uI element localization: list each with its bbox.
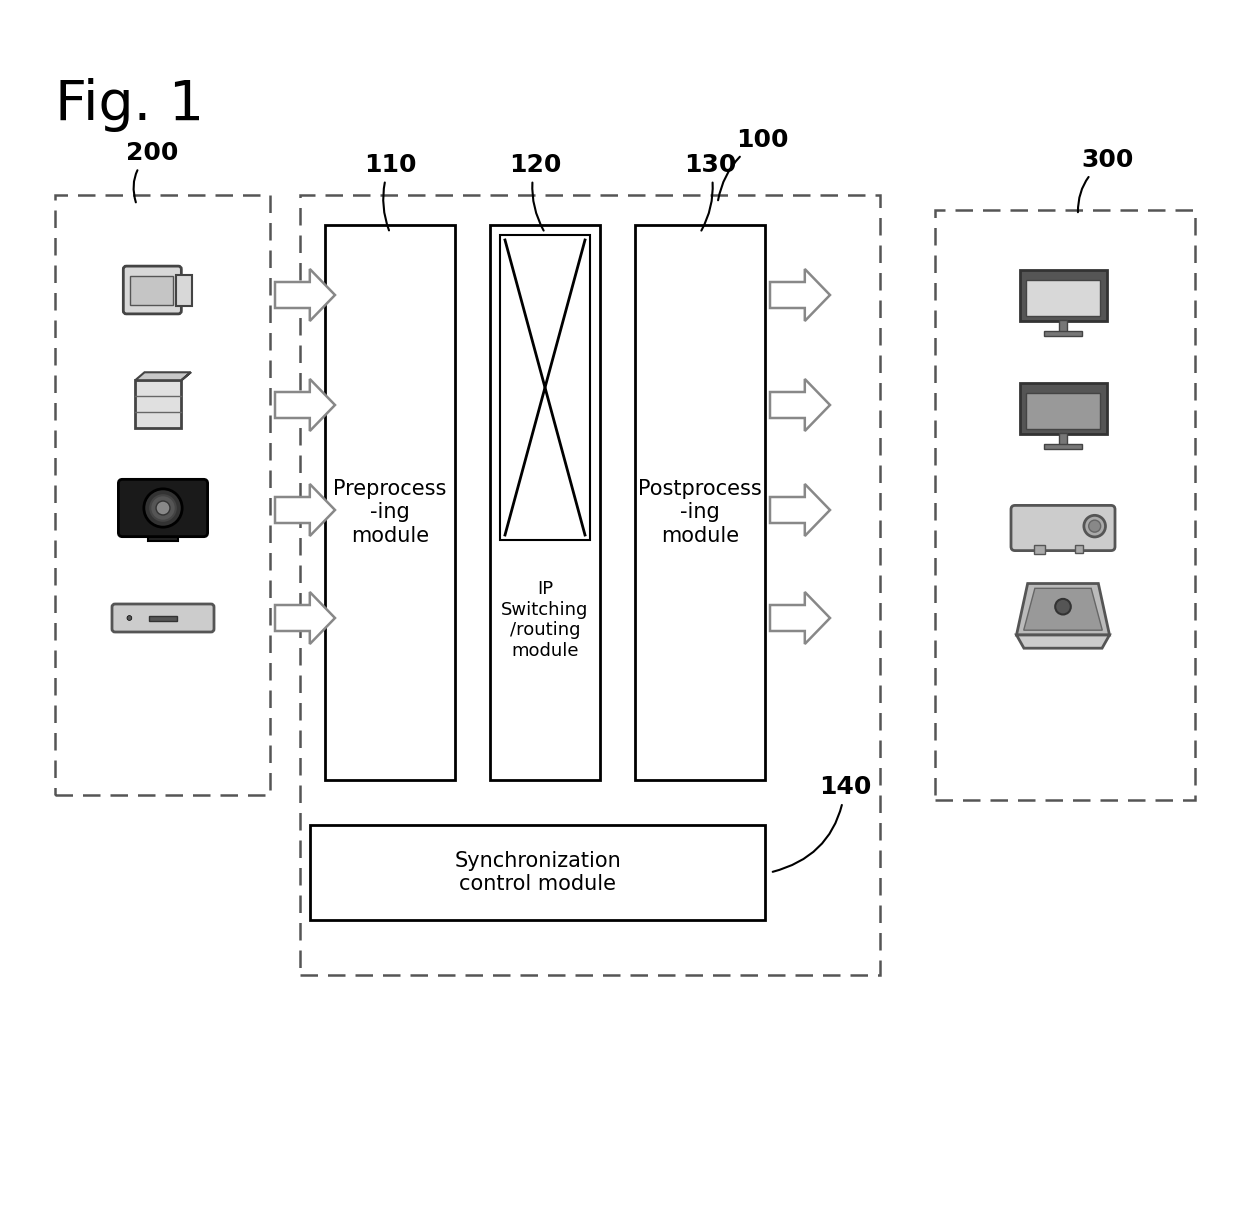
Polygon shape bbox=[1017, 584, 1110, 635]
Bar bbox=[500, 235, 590, 540]
Bar bbox=[130, 277, 174, 305]
Bar bbox=[149, 616, 177, 620]
Text: Preprocess
-ing
module: Preprocess -ing module bbox=[334, 479, 446, 546]
Bar bbox=[325, 226, 455, 780]
Polygon shape bbox=[770, 484, 830, 536]
Bar bbox=[635, 226, 765, 780]
Bar bbox=[55, 195, 270, 795]
FancyBboxPatch shape bbox=[112, 603, 215, 631]
Bar bbox=[300, 195, 880, 975]
Bar bbox=[310, 825, 765, 920]
Text: Synchronization
control module: Synchronization control module bbox=[454, 851, 621, 894]
Bar bbox=[1075, 545, 1083, 552]
Circle shape bbox=[144, 489, 182, 527]
Bar bbox=[1019, 271, 1106, 322]
Circle shape bbox=[156, 501, 170, 514]
Circle shape bbox=[150, 495, 176, 521]
Text: Postprocess
-ing
module: Postprocess -ing module bbox=[639, 479, 761, 546]
FancyBboxPatch shape bbox=[1011, 506, 1115, 551]
Bar bbox=[1059, 433, 1068, 445]
Bar bbox=[1044, 444, 1083, 450]
Polygon shape bbox=[275, 269, 335, 321]
Polygon shape bbox=[770, 269, 830, 321]
Bar bbox=[135, 380, 181, 428]
Bar bbox=[1025, 279, 1100, 316]
Polygon shape bbox=[770, 592, 830, 644]
Text: Fig. 1: Fig. 1 bbox=[55, 78, 205, 132]
Bar bbox=[1025, 393, 1100, 429]
Text: 200: 200 bbox=[125, 141, 177, 202]
Text: 110: 110 bbox=[363, 154, 417, 230]
Circle shape bbox=[126, 616, 131, 620]
Bar bbox=[1044, 332, 1083, 336]
Polygon shape bbox=[275, 379, 335, 432]
Circle shape bbox=[1055, 599, 1071, 614]
Bar bbox=[149, 531, 177, 541]
Bar bbox=[935, 210, 1195, 800]
Text: 300: 300 bbox=[1078, 147, 1135, 212]
Bar bbox=[1019, 384, 1106, 434]
Polygon shape bbox=[770, 379, 830, 432]
Text: 100: 100 bbox=[718, 128, 789, 200]
Bar bbox=[1034, 545, 1045, 553]
Text: IP
Switching
/routing
module: IP Switching /routing module bbox=[501, 580, 589, 661]
Polygon shape bbox=[275, 484, 335, 536]
Text: 120: 120 bbox=[508, 154, 562, 230]
Circle shape bbox=[1089, 521, 1101, 533]
Polygon shape bbox=[135, 372, 191, 380]
Bar bbox=[490, 226, 600, 780]
Polygon shape bbox=[1017, 635, 1110, 649]
Text: 140: 140 bbox=[773, 775, 872, 872]
Bar bbox=[1059, 321, 1068, 333]
Bar bbox=[176, 274, 192, 306]
Polygon shape bbox=[275, 592, 335, 644]
Polygon shape bbox=[1024, 589, 1102, 630]
FancyBboxPatch shape bbox=[123, 266, 181, 313]
FancyBboxPatch shape bbox=[118, 479, 207, 536]
Text: 130: 130 bbox=[683, 154, 737, 230]
Polygon shape bbox=[181, 372, 191, 380]
Circle shape bbox=[1084, 516, 1106, 536]
